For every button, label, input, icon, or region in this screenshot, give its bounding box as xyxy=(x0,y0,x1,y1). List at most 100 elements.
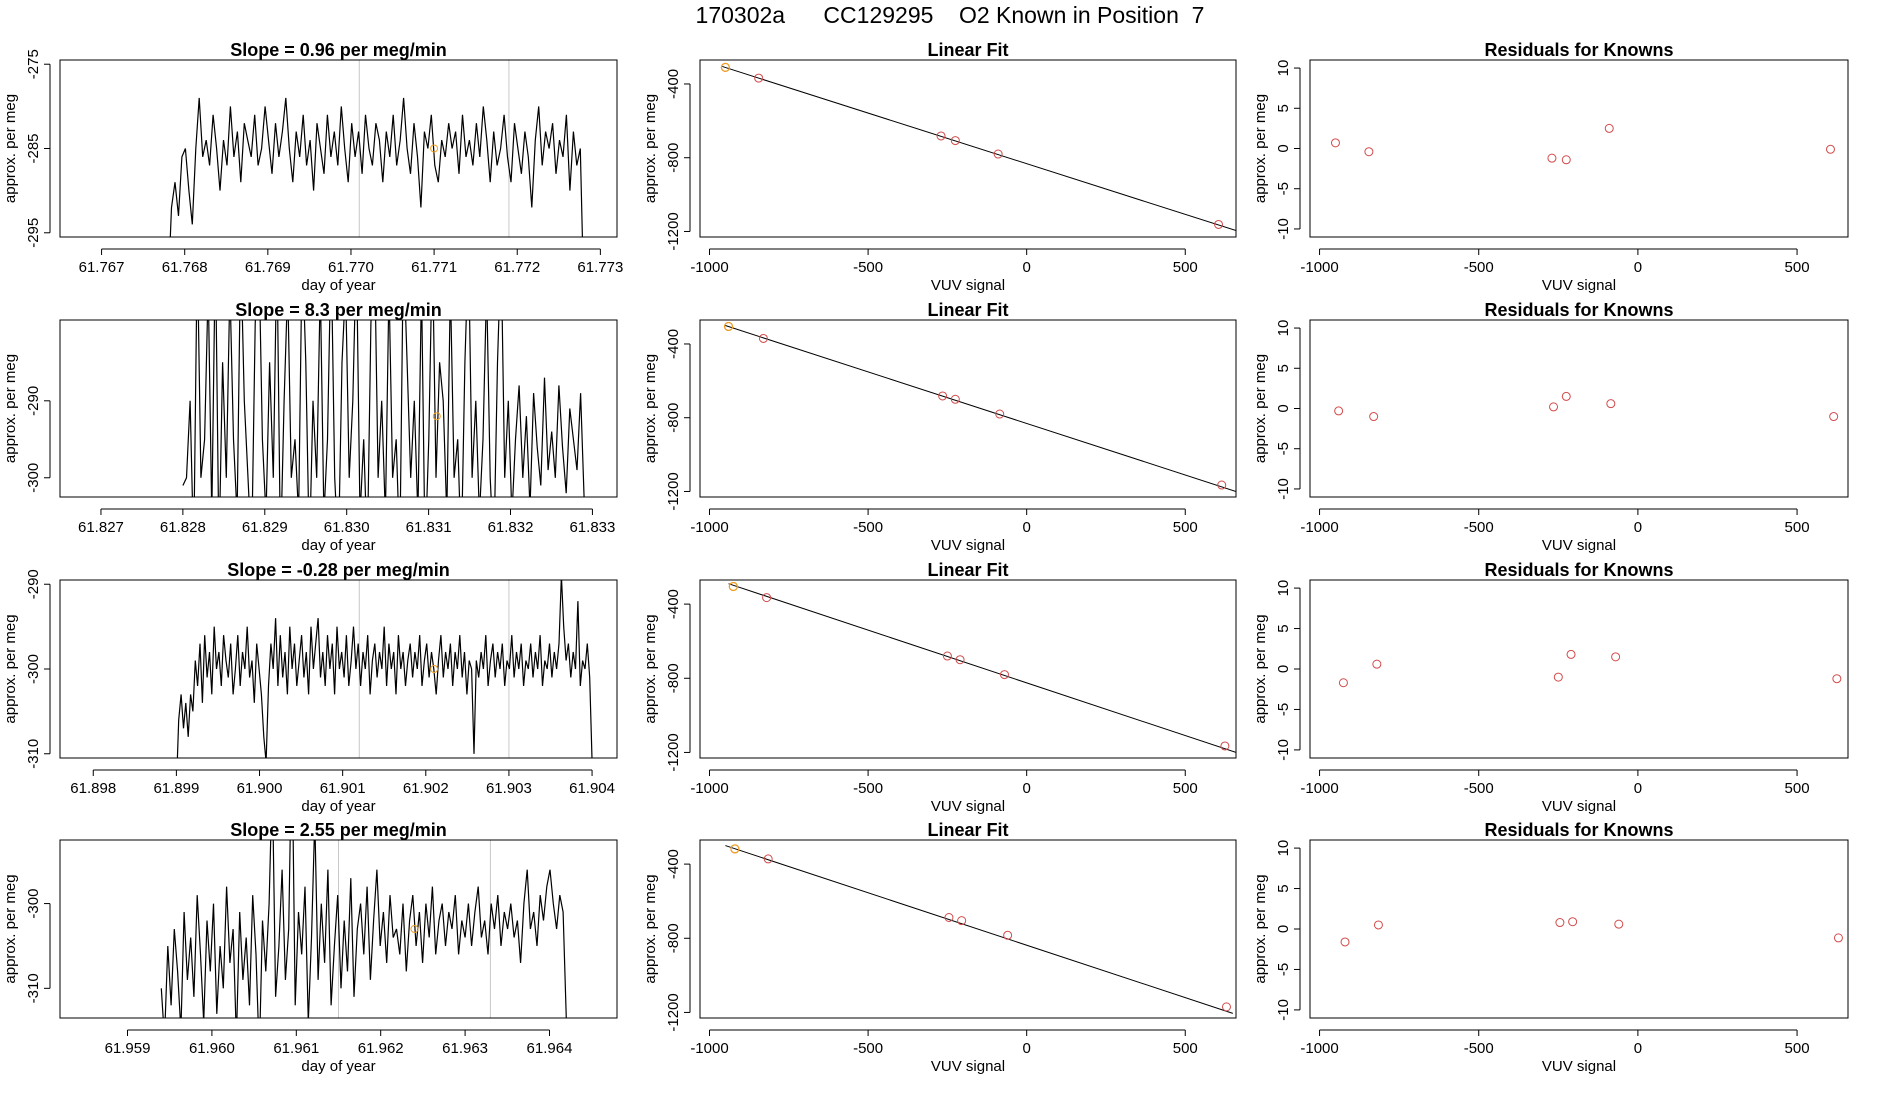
y-tick-label: 10 xyxy=(1275,320,1292,337)
y-tick-label: -1200 xyxy=(665,472,682,510)
data-point xyxy=(1832,674,1842,684)
fit-line xyxy=(728,583,1236,753)
x-tick-label: 61.832 xyxy=(488,519,534,536)
data-point xyxy=(995,409,1005,419)
y-tick-label: -400 xyxy=(665,849,682,879)
y-tick-label: -10 xyxy=(1275,739,1292,761)
y-axis-label: approx. per meg xyxy=(1252,94,1269,203)
data-point xyxy=(1221,1002,1231,1012)
x-tick-label: -1000 xyxy=(1300,519,1338,536)
chart-title: Slope = -0.28 per meg/min xyxy=(227,560,450,580)
data-point xyxy=(950,136,960,146)
y-tick-label: -400 xyxy=(665,329,682,359)
data-point xyxy=(1217,480,1227,490)
chart-title: Residuals for Knowns xyxy=(1484,560,1673,580)
y-tick-label: -10 xyxy=(1275,999,1292,1021)
x-axis-label: day of year xyxy=(301,1058,375,1075)
x-tick-label: 61.770 xyxy=(328,259,374,276)
y-axis-label: approx. per meg xyxy=(1252,354,1269,463)
y-tick-label: -310 xyxy=(25,739,42,769)
x-axis-label: day of year xyxy=(301,277,375,294)
y-tick-label: -5 xyxy=(1275,182,1292,195)
x-axis-label: VUV signal xyxy=(931,1058,1005,1075)
plot-area xyxy=(182,320,585,497)
panel-2-1: Slope = 8.3 per meg/min 61.827 61.828 61.82… xyxy=(2,300,618,554)
panel-3-3: Residuals for Knowns -1000 -500 0 500 VUV sig… xyxy=(1252,560,1849,815)
chart-title: Residuals for Knowns xyxy=(1484,820,1673,840)
x-axis-label: VUV signal xyxy=(1542,537,1616,554)
x-axis-label: day of year xyxy=(301,537,375,554)
x-tick-label: 61.899 xyxy=(153,780,199,797)
x-tick-label: 61.900 xyxy=(237,780,283,797)
x-tick-label: 61.772 xyxy=(494,259,540,276)
x-tick-label: 61.827 xyxy=(78,519,124,536)
x-tick-label: -500 xyxy=(1464,259,1494,276)
data-point xyxy=(763,854,773,864)
x-tick-label: -500 xyxy=(853,259,883,276)
data-point xyxy=(1553,672,1563,682)
plot-frame xyxy=(699,59,1237,238)
x-tick-label: 500 xyxy=(1785,780,1810,797)
plot-area xyxy=(720,62,1236,232)
data-point xyxy=(1825,144,1835,154)
y-axis-label: approx. per meg xyxy=(642,874,659,983)
data-point xyxy=(1334,406,1344,416)
x-tick-label: 61.898 xyxy=(70,780,116,797)
data-point xyxy=(1829,412,1839,422)
data-point xyxy=(1220,741,1230,751)
data-point xyxy=(1549,402,1559,412)
y-tick-label: -10 xyxy=(1275,478,1292,500)
data-point xyxy=(1338,678,1348,688)
y-tick-label: -10 xyxy=(1275,218,1292,240)
x-tick-label: 0 xyxy=(1634,780,1642,797)
chart-title: Linear Fit xyxy=(927,560,1008,580)
data-point xyxy=(1340,937,1350,947)
data-point xyxy=(1003,930,1013,940)
x-tick-label: 0 xyxy=(1023,1040,1031,1057)
plot-frame xyxy=(699,839,1237,1019)
x-tick-label: -500 xyxy=(853,1040,883,1057)
x-tick-label: -1000 xyxy=(1300,780,1338,797)
x-tick-label: 0 xyxy=(1634,519,1642,536)
y-tick-label: 5 xyxy=(1275,364,1292,372)
plot-frame xyxy=(59,839,618,1019)
x-tick-label: -1000 xyxy=(690,519,728,536)
plot-frame xyxy=(59,59,618,238)
y-axis-label: approx. per meg xyxy=(1252,614,1269,723)
panel-2-2: Linear Fit -1000 -500 0 500 VUV signal -400 -80… xyxy=(642,300,1237,554)
y-tick-label: -400 xyxy=(665,69,682,99)
panel-1-2: Linear Fit -1000 -500 0 500 VUV signal -400 -80… xyxy=(642,40,1237,294)
x-axis-label: VUV signal xyxy=(1542,1058,1616,1075)
x-tick-label: 61.962 xyxy=(358,1040,404,1057)
data-point xyxy=(1373,920,1383,930)
data-point xyxy=(754,73,764,83)
data-point xyxy=(936,131,946,141)
data-point xyxy=(1372,659,1382,669)
data-point xyxy=(955,655,965,665)
plot-area xyxy=(169,60,583,237)
highlight-point xyxy=(410,925,419,933)
chart-title: Linear Fit xyxy=(927,300,1008,320)
panel-2-3: Residuals for Knowns -1000 -500 0 500 VUV sig… xyxy=(1252,300,1849,554)
x-tick-label: 61.833 xyxy=(569,519,615,536)
panel-4-1: Slope = 2.55 per meg/min 61.959 61.960 61.9… xyxy=(2,820,618,1075)
y-tick-label: -1200 xyxy=(665,993,682,1031)
x-axis-label: VUV signal xyxy=(931,277,1005,294)
y-tick-label: -310 xyxy=(25,973,42,1003)
data-point xyxy=(942,651,952,661)
y-tick-label: 0 xyxy=(1275,404,1292,412)
x-tick-label: 500 xyxy=(1173,259,1198,276)
x-tick-label: -1000 xyxy=(1300,259,1338,276)
x-tick-label: 61.771 xyxy=(411,259,457,276)
x-tick-label: 61.960 xyxy=(189,1040,235,1057)
data-point xyxy=(1614,919,1624,929)
y-tick-label: 5 xyxy=(1275,884,1292,892)
x-axis-label: VUV signal xyxy=(1542,277,1616,294)
chart-title: Slope = 2.55 per meg/min xyxy=(230,820,447,840)
y-axis-label: approx. per meg xyxy=(2,874,19,983)
plot-frame xyxy=(1309,59,1849,238)
x-tick-label: 61.903 xyxy=(486,780,532,797)
data-line xyxy=(182,320,585,497)
panel-1-1: Slope = 0.96 per meg/min 61.767 61.768 61.7… xyxy=(2,40,623,294)
y-tick-label: -5 xyxy=(1275,442,1292,455)
